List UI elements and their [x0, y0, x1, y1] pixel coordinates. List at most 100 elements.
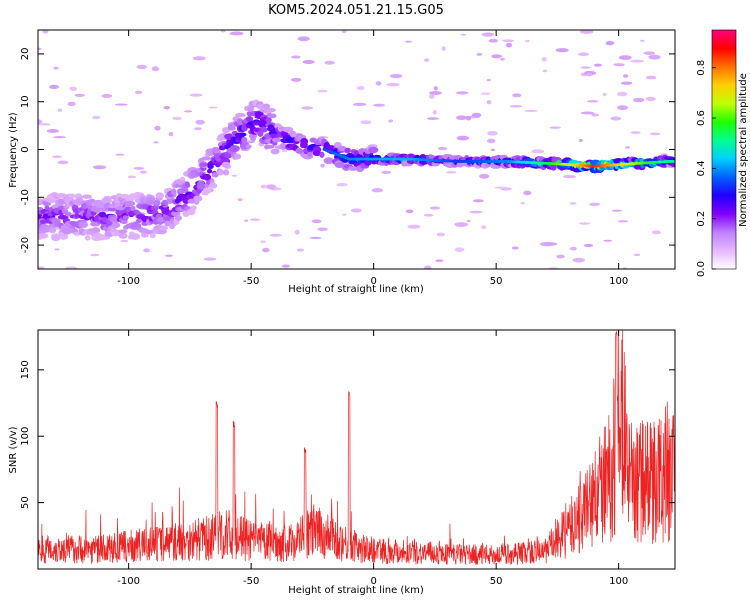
- spectrogram-cell: [208, 183, 218, 189]
- spectrogram-cell: [111, 222, 121, 229]
- spectrogram-cell: [350, 208, 362, 213]
- spectrogram-cell: [531, 149, 545, 154]
- spectrogram-cell: [616, 105, 629, 111]
- spectrogram-cell: [502, 39, 515, 43]
- colorbar-gradient: [712, 30, 736, 269]
- snr-xtick-label: 100: [609, 576, 628, 587]
- spectrogram-cell: [228, 142, 234, 147]
- spectrogram-cell: [386, 82, 400, 87]
- spectrogram-cell: [115, 153, 125, 156]
- spectrogram-cell: [231, 174, 238, 177]
- spectrogram-cell: [38, 198, 43, 204]
- spectrogram-cell: [307, 151, 313, 158]
- spectrogram-cell: [360, 120, 372, 125]
- spectrogram-cell: [486, 100, 492, 105]
- spectrogram-cell: [670, 160, 675, 163]
- spectrogram-cell: [159, 225, 168, 231]
- spectrogram-cell: [388, 119, 394, 123]
- spectrogram-cell: [90, 253, 100, 257]
- spectrogram-cell: [494, 186, 508, 189]
- spectrogram-cell: [217, 133, 227, 141]
- snr-xtick-label: -100: [117, 576, 140, 587]
- colorbar-tick-label: 0.6: [696, 110, 707, 126]
- spectrogram-cell: [233, 153, 242, 160]
- spectrogram-cell: [114, 103, 128, 106]
- spectrogram-cell: [154, 125, 161, 131]
- spectrogram-cell: [52, 136, 67, 139]
- spectrogram-cell: [580, 111, 595, 115]
- spectrogram-cell: [471, 112, 482, 118]
- spectrogram-cell: [301, 106, 314, 110]
- spectrogram-cell: [101, 196, 112, 204]
- spectrogram-cell: [149, 232, 156, 239]
- spectrogram-cell: [164, 254, 173, 257]
- spectrogram-cell: [389, 74, 403, 79]
- spectrogram-cell: [490, 148, 496, 152]
- snr-xlabel: Height of straight line (km): [288, 585, 424, 596]
- spectrogram-cell: [189, 93, 203, 97]
- spectrogram-cell: [630, 131, 641, 134]
- colorbar-tick-label: 0.4: [696, 160, 707, 176]
- spectrogram-cell: [317, 89, 328, 93]
- spectrogram-cell: [618, 55, 632, 60]
- spectrogram-cell: [593, 63, 602, 67]
- spectrogram-cell: [624, 146, 631, 149]
- snr-ylabel: SNR (v/v): [8, 426, 19, 473]
- spectrogram-cell: [309, 137, 317, 143]
- spectrogram-cell: [347, 166, 359, 171]
- spectrogram-cell: [84, 234, 91, 241]
- spectrogram-cell: [180, 187, 189, 192]
- spectrogram-cell: [524, 109, 538, 112]
- spectrogram-cell: [262, 247, 270, 253]
- snr-ytick-label: 150: [20, 360, 31, 379]
- spectrogram-cell: [542, 69, 548, 73]
- spectrogram-cell: [244, 219, 249, 222]
- spectrogram-cell: [57, 108, 63, 112]
- spectrogram-cell: [445, 171, 457, 174]
- spectrogram-cell: [579, 222, 591, 225]
- spectrogram-cell: [73, 231, 81, 236]
- spectrogram-cell: [555, 48, 569, 53]
- spectrogram-cell: [155, 192, 164, 199]
- spectrogram-cell: [550, 164, 557, 171]
- spectrogram-cell: [296, 248, 304, 252]
- spectrogram-cell: [222, 169, 230, 176]
- spectrogram-cell: [266, 126, 278, 132]
- spectrogram-cell: [64, 211, 72, 217]
- spectrogram-cell: [213, 147, 220, 152]
- spectrogram-cell: [207, 168, 213, 174]
- spectrogram-cell: [238, 132, 247, 137]
- spectrogram-cell: [317, 227, 328, 232]
- spectrogram-cell: [645, 75, 657, 80]
- spectrogram-cell: [511, 246, 519, 250]
- spectrogram-cell: [405, 209, 414, 214]
- spectrogram-ytick-label: 20: [20, 48, 31, 61]
- spectrogram-cell: [336, 182, 348, 187]
- spectrogram-cell: [189, 205, 197, 211]
- spectrogram-cell: [460, 33, 467, 36]
- snr-ytick-label: 100: [20, 427, 31, 446]
- spectrogram-cell: [562, 175, 576, 179]
- spectrogram-cell: [620, 81, 633, 85]
- spectrogram-cell: [143, 248, 150, 253]
- spectrogram-cell: [509, 105, 523, 108]
- spectrogram-cell: [202, 187, 212, 194]
- spectrogram-cell: [290, 77, 302, 82]
- spectrogram-cell: [583, 243, 594, 248]
- spectrogram-cell: [424, 58, 430, 62]
- spectrogram-cell: [199, 162, 208, 167]
- spectrogram-cell: [42, 30, 49, 34]
- spectrogram-cell: [556, 254, 565, 259]
- spectrogram-cell: [500, 57, 505, 61]
- spectrogram-xtick-label: 100: [609, 276, 628, 287]
- spectrogram-cell: [323, 157, 334, 165]
- spectrogram-cell: [569, 202, 577, 205]
- snr-series-line: [38, 330, 675, 565]
- colorbar: 0.0 0.2 0.4 0.6 0.8 Normalized spectral ampl…: [696, 29, 749, 277]
- spectrogram-cell: [187, 209, 194, 215]
- spectrogram-cell: [423, 213, 434, 217]
- spectrogram-cell: [312, 150, 322, 157]
- spectrogram-cell: [356, 85, 365, 91]
